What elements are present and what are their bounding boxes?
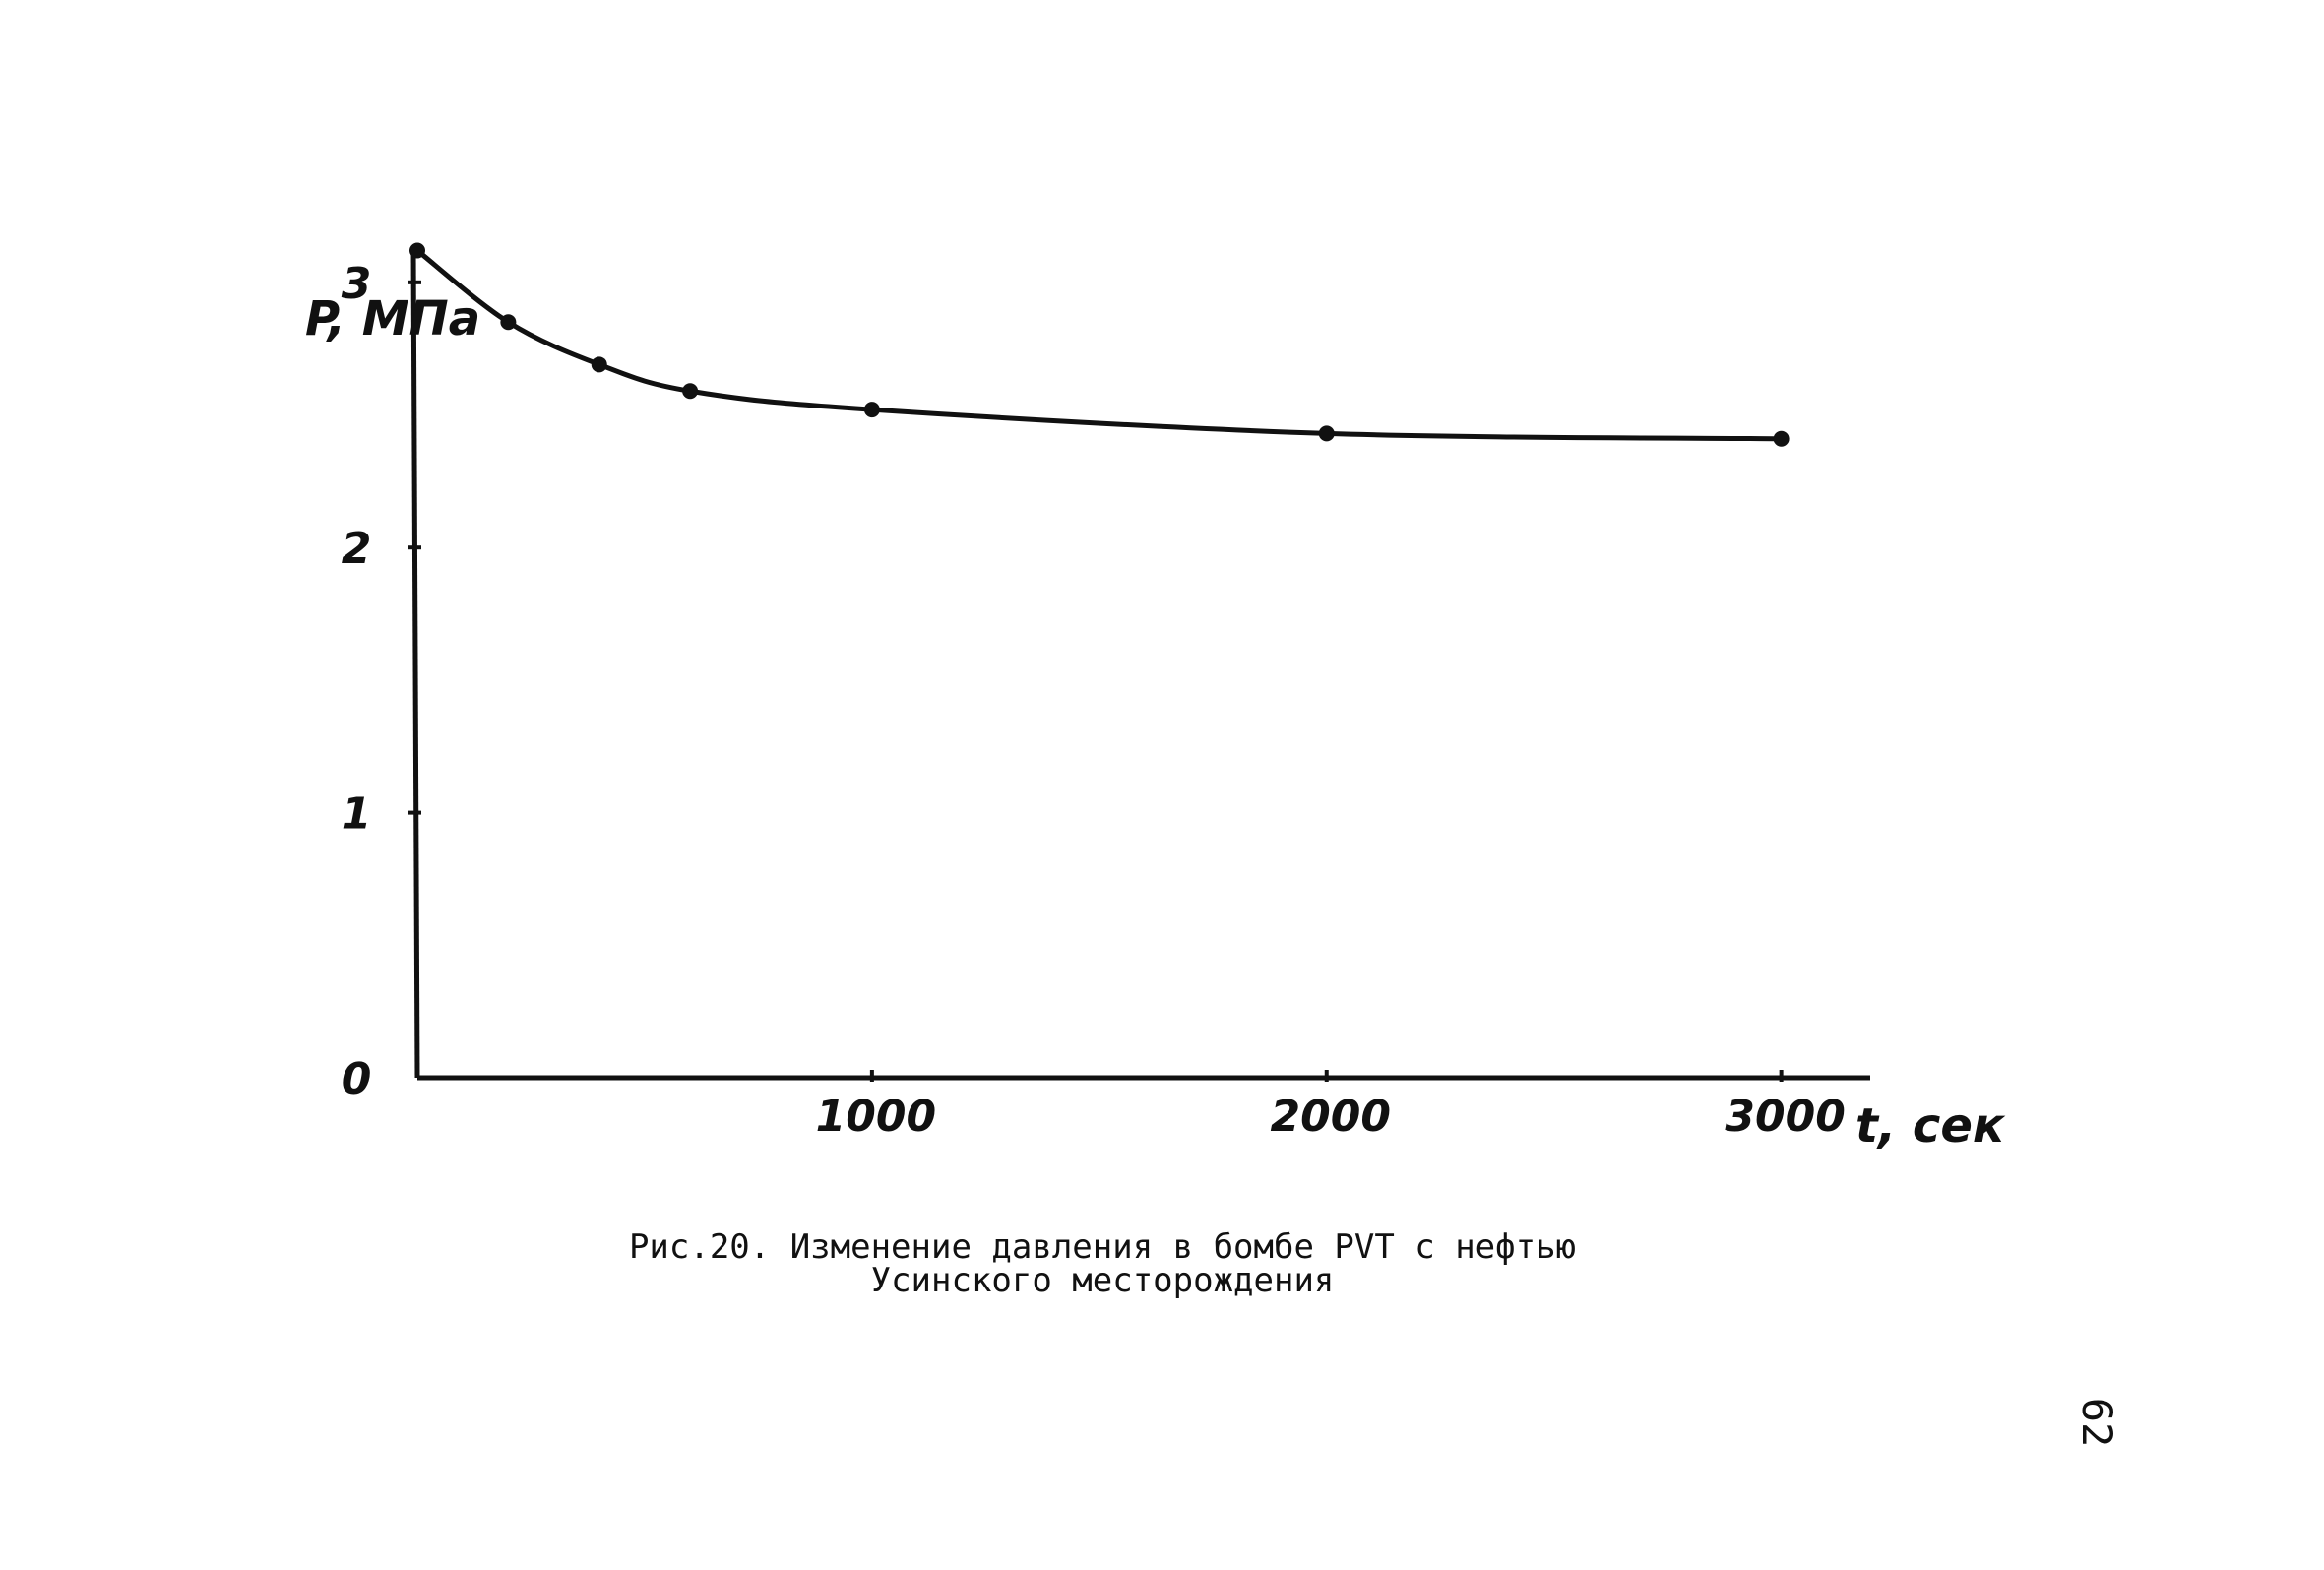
x-tick-label: 2000 <box>1271 1092 1391 1142</box>
data-point <box>409 242 425 259</box>
figure-caption: Рис.20. Изменение давления в бомбе PVT с… <box>512 1230 1693 1297</box>
data-point <box>1773 430 1790 447</box>
axes <box>410 245 1870 1081</box>
ticks: 0 1 2 3 1000 2000 3000 <box>342 259 1846 1142</box>
caption-line-1: Рис.20. Изменение давления в бомбе PVT с… <box>628 1227 1577 1267</box>
y-tick-label: 3 <box>342 259 372 309</box>
data-point <box>500 314 517 331</box>
x-tick-label: 3000 <box>1725 1092 1845 1142</box>
y-tick-label: 1 <box>342 789 372 840</box>
y-tick-label: 2 <box>342 524 372 574</box>
data-point <box>1318 425 1335 442</box>
caption-line-2: Усинского месторождения <box>870 1261 1335 1300</box>
page-number: 62 <box>2073 1397 2121 1448</box>
series-line <box>414 247 1785 442</box>
data-point <box>682 383 699 400</box>
y-axis-line <box>410 245 420 1079</box>
data-point <box>591 356 607 373</box>
y-axis-label: P, МПа <box>305 291 480 346</box>
series <box>409 242 1790 447</box>
x-tick-label: 1000 <box>816 1092 936 1142</box>
x-axis-label: t, сек <box>1855 1099 2006 1154</box>
axis-labels: P, МПа t, сек <box>305 291 2006 1154</box>
data-point <box>863 402 880 418</box>
y-tick-label: 0 <box>342 1054 372 1104</box>
